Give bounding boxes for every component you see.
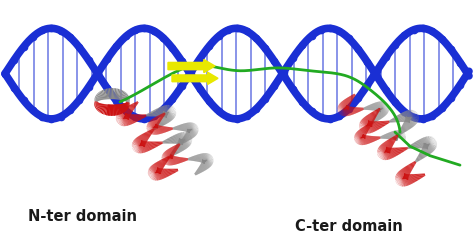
Text: N-ter domain: N-ter domain <box>28 209 137 224</box>
Text: C-ter domain: C-ter domain <box>294 219 402 234</box>
Polygon shape <box>168 59 215 73</box>
Polygon shape <box>172 72 218 84</box>
